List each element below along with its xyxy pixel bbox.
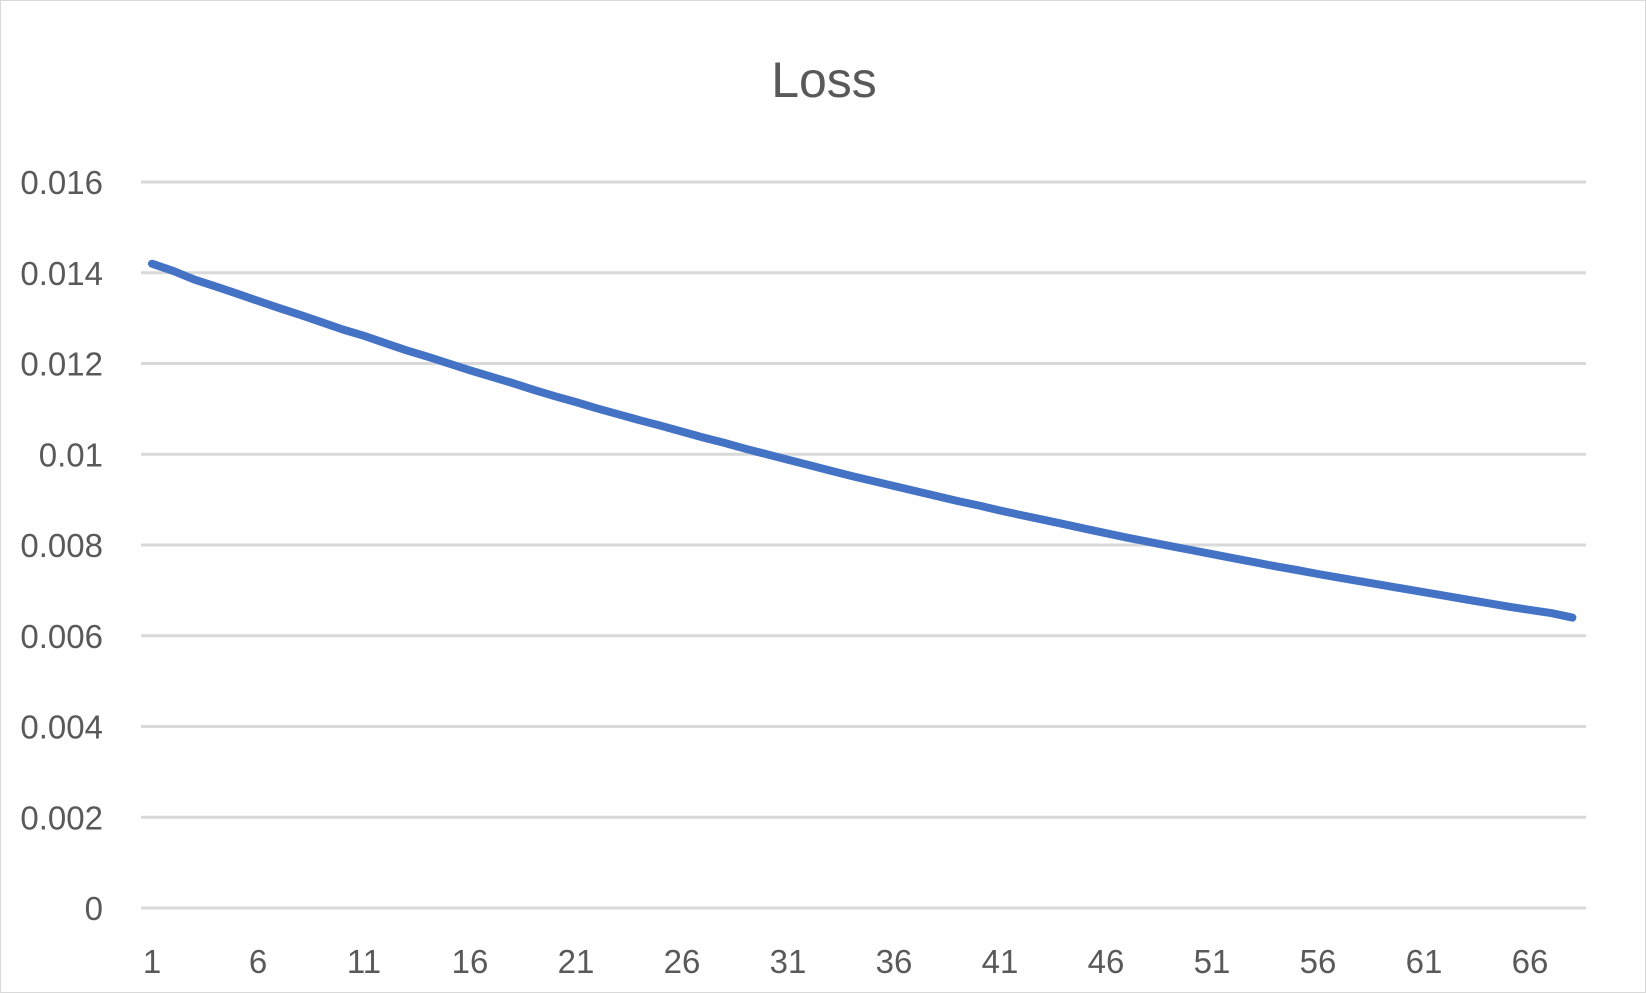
y-tick-label: 0.016 [20,164,103,201]
y-tick-label: 0.004 [20,709,103,746]
x-tick-label: 56 [1300,943,1337,980]
x-tick-label: 31 [770,943,807,980]
x-tick-label: 41 [982,943,1019,980]
y-tick-label: 0.012 [20,346,103,383]
series-layer [148,259,1577,622]
x-tick-label: 66 [1512,943,1549,980]
x-tick-label: 46 [1088,943,1125,980]
y-tick-label: 0.014 [20,255,103,292]
x-tick-label: 1 [143,943,161,980]
gridlines [141,180,1586,910]
y-tick-label: 0.01 [39,436,103,473]
y-tick-label: 0 [85,890,103,927]
x-tick-label: 51 [1194,943,1231,980]
x-tick-label: 26 [664,943,701,980]
chart-title: Loss [771,52,877,108]
x-tick-label: 11 [347,943,381,980]
x-tick-label: 36 [876,943,913,980]
x-tick-label: 61 [1406,943,1443,980]
y-tick-label: 0.002 [20,799,103,836]
x-axis-tick-labels: 1 6 11 16 21 26 31 36 41 46 51 56 61 66 [143,943,1549,980]
x-tick-label: 21 [558,943,595,980]
x-tick-label: 6 [249,943,267,980]
y-tick-label: 0.008 [20,527,103,564]
y-axis-tick-labels: 0 0.002 0.004 0.006 0.008 0.01 0.012 0.014 0.016 [20,164,103,927]
y-tick-label: 0.006 [20,618,103,655]
series-line-0 [148,259,1577,622]
x-tick-label: 16 [452,943,489,980]
